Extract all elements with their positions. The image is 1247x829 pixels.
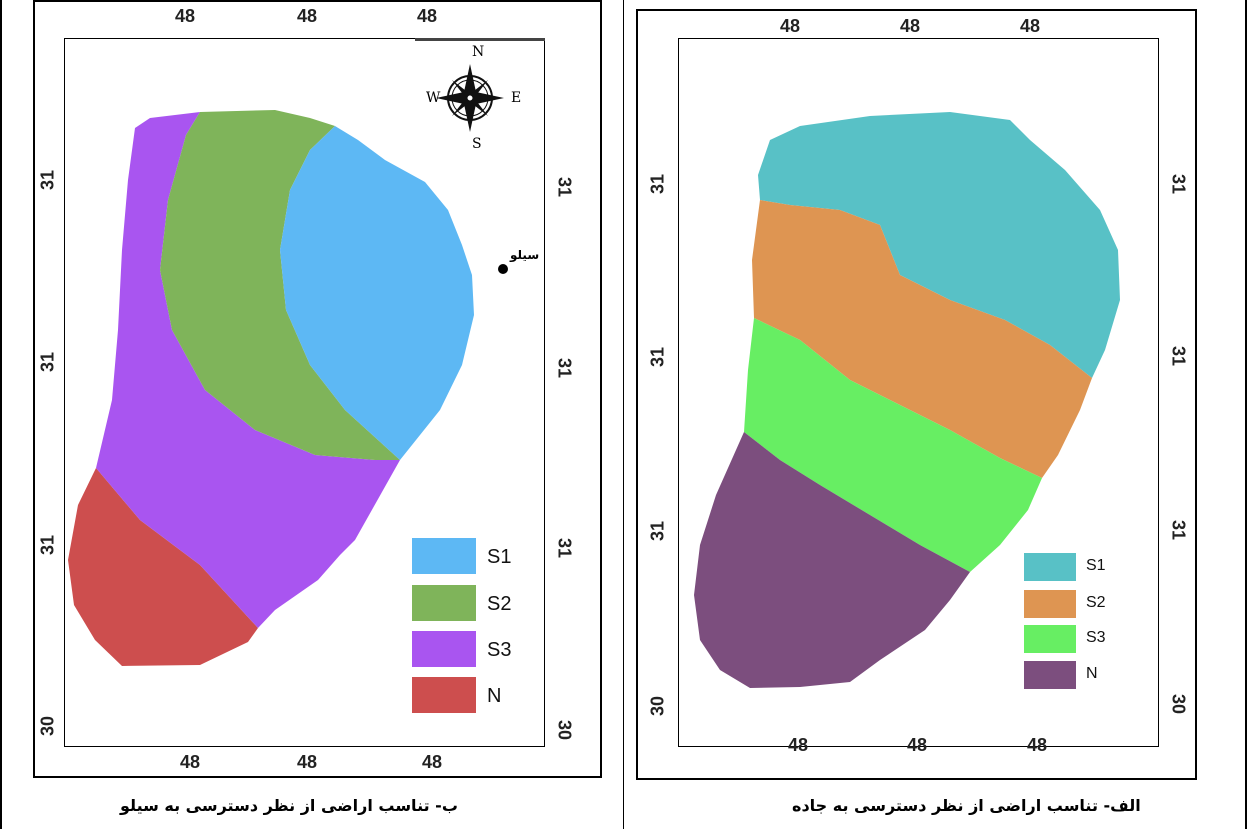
page-left-border (0, 0, 2, 829)
left-legend-swatch-n (412, 677, 476, 713)
left-legend-swatch-s1 (412, 538, 476, 574)
right-zone-s1 (758, 112, 1120, 378)
right-zone-n (694, 432, 970, 688)
right-zone-s2 (752, 200, 1092, 478)
left-zone-s2 (160, 110, 400, 460)
left-top-tick: 48 (174, 6, 196, 26)
right-legend-swatch-s1 (1024, 553, 1076, 581)
left-top-tick: 48 (296, 6, 318, 26)
left-legend-label: N (487, 685, 502, 707)
right-top-tick: 48 (1019, 16, 1041, 36)
compass-w: W (426, 90, 441, 106)
compass-n: N (472, 44, 485, 60)
right-legend-label: S1 (1086, 557, 1106, 574)
right-left-tick: 30 (647, 695, 668, 717)
right-legend-swatch-s2 (1024, 590, 1076, 618)
right-right-tick: 31 (1168, 173, 1189, 195)
left-left-tick: 31 (37, 351, 58, 373)
left-map-caption: ب- تناسب اراضی از نظر دسترسی به سیلو (120, 796, 458, 815)
right-bottom-tick: 48 (1026, 735, 1048, 755)
left-left-tick: 31 (37, 534, 58, 556)
right-top-tick: 48 (779, 16, 801, 36)
left-right-tick: 31 (554, 357, 575, 379)
right-zone-s3 (744, 318, 1042, 572)
right-left-tick: 31 (647, 346, 668, 368)
compass-s: S (472, 136, 482, 152)
left-left-tick: 30 (37, 715, 58, 737)
left-top-tick: 48 (416, 6, 438, 26)
left-right-tick: 31 (554, 537, 575, 559)
left-map-frame (33, 0, 602, 778)
left-map-scalebar (415, 38, 545, 41)
right-right-tick: 30 (1168, 693, 1189, 715)
page-right-border (1245, 0, 1247, 829)
right-left-tick: 31 (647, 173, 668, 195)
right-bottom-tick: 48 (787, 735, 809, 755)
left-left-tick: 31 (37, 169, 58, 191)
left-bottom-tick: 48 (421, 752, 443, 772)
right-left-tick: 31 (647, 520, 668, 542)
right-legend-swatch-n (1024, 661, 1076, 689)
right-legend-label: S3 (1086, 629, 1106, 646)
left-zone-n (68, 468, 258, 666)
right-bottom-tick: 48 (906, 735, 928, 755)
left-legend-label: S1 (487, 546, 512, 568)
right-map-frame (636, 9, 1197, 780)
right-legend-label: S2 (1086, 594, 1106, 611)
left-legend-label: S2 (487, 593, 512, 615)
right-top-tick: 48 (899, 16, 921, 36)
left-legend-swatch-s3 (412, 631, 476, 667)
right-right-tick: 31 (1168, 519, 1189, 541)
left-right-tick: 31 (554, 176, 575, 198)
right-map-caption: الف- تناسب اراضی از نظر دسترسی به جاده (792, 796, 1141, 815)
right-legend-swatch-s3 (1024, 625, 1076, 653)
compass-e: E (511, 90, 522, 106)
left-zone-s1 (280, 126, 474, 460)
page-divider (623, 0, 624, 829)
silo-point-label: سیلو (510, 248, 540, 262)
left-zone-s3 (96, 112, 400, 628)
left-map-inner-frame (64, 38, 545, 747)
left-bottom-tick: 48 (179, 752, 201, 772)
silo-point-icon (498, 264, 508, 274)
left-legend-swatch-s2 (412, 585, 476, 621)
right-right-tick: 31 (1168, 345, 1189, 367)
right-map-canvas (694, 112, 1120, 688)
left-legend-label: S3 (487, 639, 512, 661)
left-right-tick: 30 (554, 719, 575, 741)
right-legend-label: N (1086, 665, 1098, 682)
left-bottom-tick: 48 (296, 752, 318, 772)
compass-rose-icon (436, 64, 504, 132)
right-map-inner-frame (678, 38, 1159, 747)
left-map-canvas (68, 64, 508, 666)
